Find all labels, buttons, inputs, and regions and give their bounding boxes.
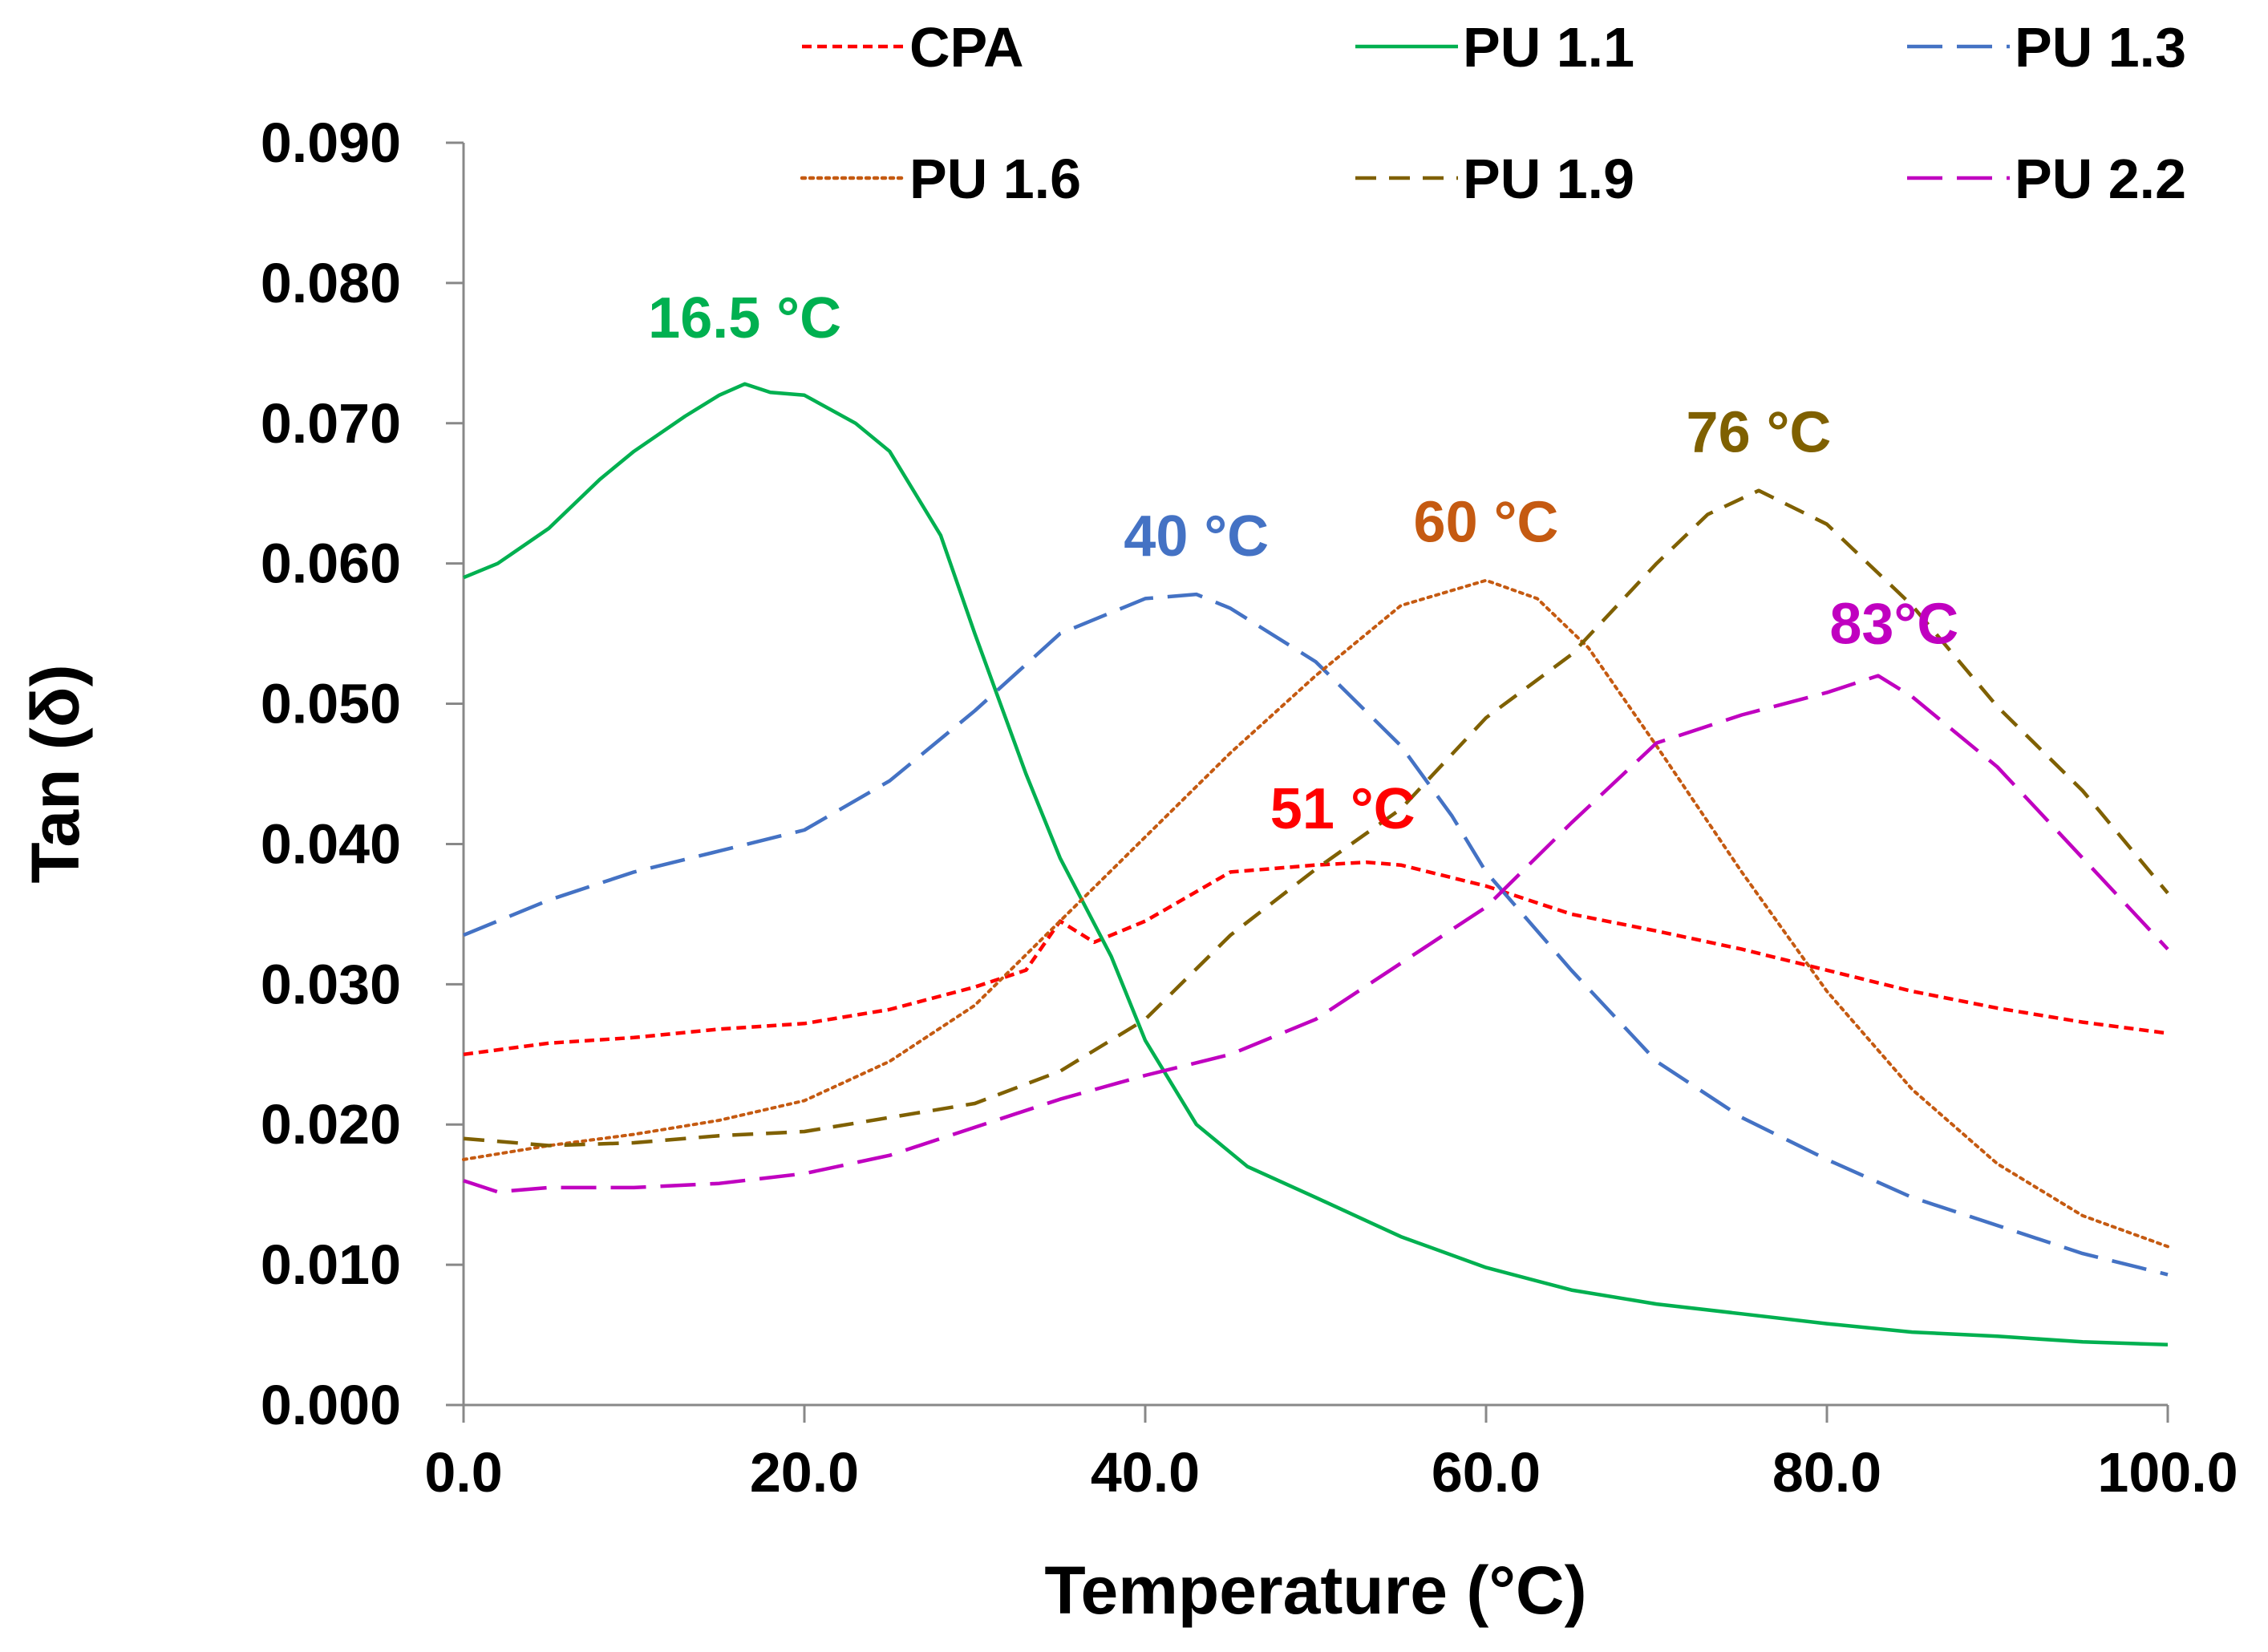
- y-tick-label: 0.000: [261, 1374, 401, 1436]
- y-tick-label: 0.070: [261, 392, 401, 455]
- peak-annotation: 60 °C: [1414, 491, 1559, 555]
- x-tick-label: 60.0: [1432, 1441, 1541, 1504]
- y-tick-label: 0.010: [261, 1233, 401, 1296]
- peak-annotation: 76 °C: [1687, 401, 1832, 465]
- x-tick-label: 20.0: [750, 1441, 859, 1504]
- legend-label: PU 1.9: [1463, 148, 1634, 210]
- peak-annotation: 51 °C: [1270, 777, 1415, 841]
- y-tick-label: 0.060: [261, 532, 401, 595]
- y-axis-title: Tan (δ): [18, 664, 93, 883]
- x-tick-label: 80.0: [1772, 1441, 1881, 1504]
- x-tick-label: 40.0: [1091, 1441, 1200, 1504]
- y-tick-label: 0.090: [261, 111, 401, 174]
- legend-label: PU 1.1: [1463, 16, 1634, 79]
- series-line-cpa: [463, 860, 2169, 1057]
- legend-label: PU 1.6: [909, 148, 1081, 210]
- x-axis-title: Temperature (°C): [1044, 1553, 1586, 1628]
- series-line-pu-1-9: [463, 488, 2169, 1148]
- y-tick-label: 0.050: [261, 673, 401, 735]
- peak-annotation: 16.5 °C: [648, 286, 841, 350]
- series-line-pu-1-6: [462, 578, 2169, 1249]
- peak-annotation: 40 °C: [1124, 504, 1269, 569]
- legend: CPA PU 1.1 PU 1.3 PU 1.6 PU 1.9 PU 2.2: [800, 16, 2186, 210]
- x-tick-label: 0.0: [424, 1441, 502, 1504]
- y-tick-label: 0.040: [261, 812, 401, 875]
- peak-annotation: 83°C: [1829, 593, 1958, 657]
- x-tick-label: 100.0: [2097, 1441, 2238, 1504]
- plot-area: [462, 382, 2169, 1347]
- series-line-pu-1-3: [463, 592, 2169, 1277]
- legend-label: PU 2.2: [2015, 148, 2186, 210]
- series-line-pu-1-1: [463, 382, 2169, 1347]
- y-tick-label: 0.030: [261, 953, 401, 1015]
- series-line-pu-2-2: [463, 674, 2169, 1194]
- axes: 0.000 0.010 0.020 0.030 0.040 0.050 0.060 0.070…: [261, 111, 2238, 1504]
- legend-label: CPA: [909, 16, 1024, 79]
- y-tick-label: 0.080: [261, 252, 401, 314]
- y-tick-label: 0.020: [261, 1093, 401, 1156]
- legend-label: PU 1.3: [2015, 16, 2186, 79]
